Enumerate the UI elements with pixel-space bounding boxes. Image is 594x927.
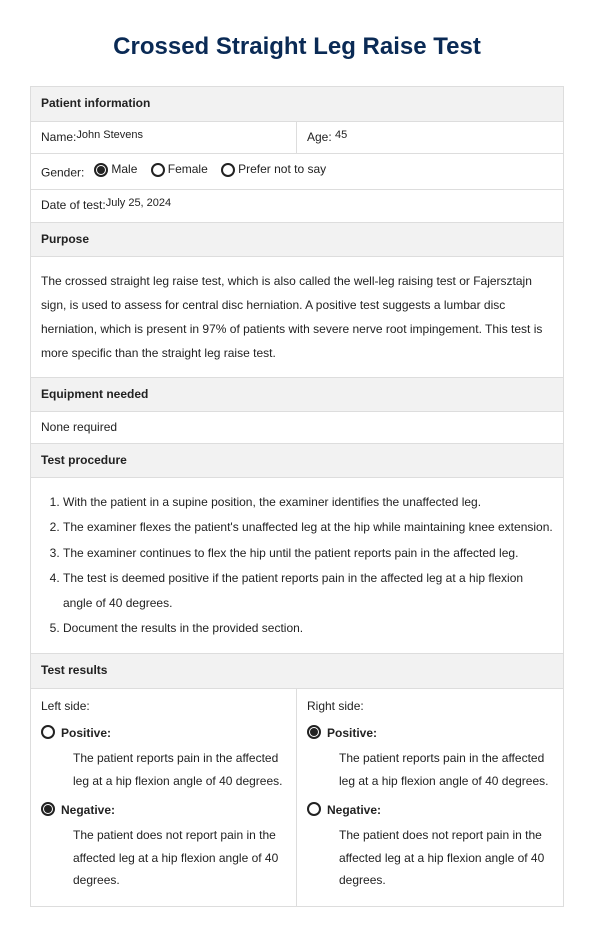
right-side-label: Right side:: [307, 697, 553, 716]
date-value: July 25, 2024: [106, 197, 171, 209]
radio-icon: [307, 802, 321, 816]
gender-row: Gender: Male Female Prefer not to say: [30, 154, 564, 190]
right-negative-desc: The patient does not report pain in the …: [327, 824, 553, 892]
equipment-header: Equipment needed: [30, 378, 564, 412]
radio-icon: [151, 163, 165, 177]
procedure-body: With the patient in a supine position, t…: [30, 478, 564, 654]
purpose-header: Purpose: [30, 223, 564, 257]
page-title: Crossed Straight Leg Raise Test: [30, 28, 564, 66]
procedure-step: Document the results in the provided sec…: [63, 616, 553, 641]
gender-cell: Gender: Male Female Prefer not to say: [31, 154, 563, 189]
date-label: Date of test:: [41, 198, 106, 212]
results-right-cell: Right side: Positive: The patient report…: [297, 689, 563, 907]
date-cell: Date of test:July 25, 2024: [31, 190, 563, 222]
procedure-list: With the patient in a supine position, t…: [41, 490, 553, 641]
radio-icon: [41, 802, 55, 816]
gender-prefer-label: Prefer not to say: [238, 160, 326, 179]
procedure-step: The examiner continues to flex the hip u…: [63, 541, 553, 566]
purpose-text: The crossed straight leg raise test, whi…: [30, 257, 564, 378]
equipment-row: None required: [30, 412, 564, 444]
radio-icon: [307, 725, 321, 739]
radio-icon: [41, 725, 55, 739]
procedure-step: The examiner flexes the patient's unaffe…: [63, 515, 553, 540]
age-value: 45: [335, 129, 347, 141]
left-negative-desc: The patient does not report pain in the …: [61, 824, 286, 892]
procedure-step: The test is deemed positive if the patie…: [63, 566, 553, 616]
results-row: Left side: Positive: The patient reports…: [30, 689, 564, 908]
left-positive-label: Positive:: [61, 726, 111, 740]
patient-info-header: Patient information: [30, 86, 564, 121]
document-page: Crossed Straight Leg Raise Test Patient …: [0, 0, 594, 927]
left-negative-option[interactable]: Negative: The patient does not report pa…: [41, 801, 286, 893]
right-positive-desc: The patient reports pain in the affected…: [327, 747, 553, 793]
equipment-text: None required: [31, 412, 563, 443]
results-header: Test results: [30, 654, 564, 688]
gender-female-label: Female: [168, 160, 208, 179]
gender-prefer-option[interactable]: Prefer not to say: [221, 160, 326, 179]
radio-icon: [221, 163, 235, 177]
procedure-step: With the patient in a supine position, t…: [63, 490, 553, 515]
name-cell: Name:John Stevens: [31, 122, 297, 154]
name-label: Name:: [41, 130, 76, 144]
left-positive-option[interactable]: Positive: The patient reports pain in th…: [41, 724, 286, 793]
radio-icon: [94, 163, 108, 177]
name-age-row: Name:John Stevens Age: 45: [30, 122, 564, 155]
procedure-header: Test procedure: [30, 444, 564, 478]
name-value: John Stevens: [76, 129, 143, 141]
age-label: Age:: [307, 130, 332, 144]
right-negative-option[interactable]: Negative: The patient does not report pa…: [307, 801, 553, 893]
date-row: Date of test:July 25, 2024: [30, 190, 564, 223]
right-positive-option[interactable]: Positive: The patient reports pain in th…: [307, 724, 553, 793]
left-negative-label: Negative:: [61, 803, 115, 817]
age-cell: Age: 45: [297, 122, 563, 154]
gender-male-option[interactable]: Male: [94, 160, 137, 179]
right-positive-label: Positive:: [327, 726, 377, 740]
gender-female-option[interactable]: Female: [151, 160, 208, 179]
results-left-cell: Left side: Positive: The patient reports…: [31, 689, 297, 907]
gender-male-label: Male: [111, 160, 137, 179]
left-side-label: Left side:: [41, 697, 286, 716]
left-positive-desc: The patient reports pain in the affected…: [61, 747, 286, 793]
right-negative-label: Negative:: [327, 803, 381, 817]
gender-label: Gender:: [41, 166, 84, 180]
